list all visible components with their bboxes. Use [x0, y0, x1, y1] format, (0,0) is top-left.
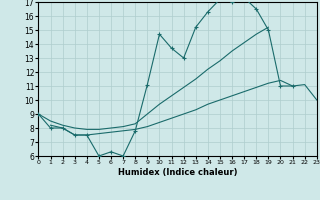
X-axis label: Humidex (Indice chaleur): Humidex (Indice chaleur): [118, 168, 237, 177]
